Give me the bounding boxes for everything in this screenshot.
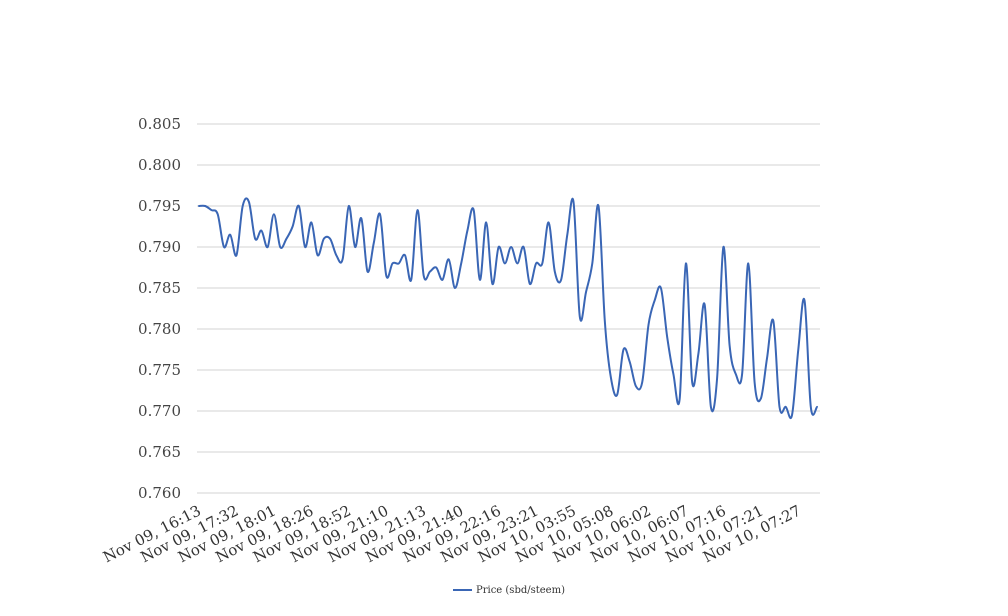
y-axis-ticks: 0.760 0.765 0.770 0.775 0.780 0.785 0.790 0.795… <box>138 115 181 502</box>
gridlines <box>197 123 820 494</box>
legend-label: Price (sbd/steem) <box>476 585 565 596</box>
y-tick-label: 0.790 <box>138 238 181 256</box>
series-lines <box>198 197 818 420</box>
y-tick-label: 0.765 <box>138 443 181 461</box>
series-line-price <box>198 197 818 420</box>
y-tick-label: 0.785 <box>138 279 181 297</box>
legend[interactable]: Price (sbd/steem) <box>453 585 565 596</box>
y-tick-label: 0.805 <box>138 115 181 133</box>
y-tick-label: 0.775 <box>138 361 181 379</box>
y-tick-label: 0.795 <box>138 197 181 215</box>
y-tick-label: 0.760 <box>138 484 181 502</box>
y-tick-label: 0.780 <box>138 320 181 338</box>
y-tick-label: 0.800 <box>138 156 181 174</box>
y-tick-label: 0.770 <box>138 402 181 420</box>
